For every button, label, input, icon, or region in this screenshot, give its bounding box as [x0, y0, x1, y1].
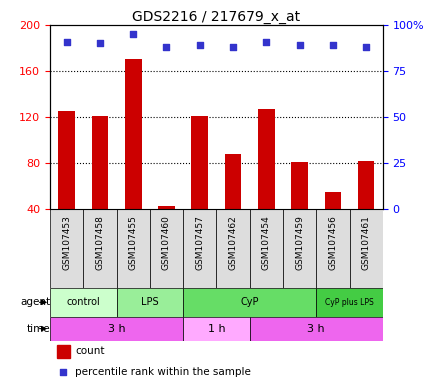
- Bar: [183, 316, 249, 341]
- Bar: [324, 192, 340, 209]
- Text: control: control: [66, 297, 100, 307]
- Text: CyP: CyP: [240, 297, 258, 307]
- Text: 3 h: 3 h: [307, 324, 324, 334]
- Point: [196, 42, 203, 48]
- Point: [262, 38, 269, 45]
- Point: [296, 42, 302, 48]
- Bar: [349, 209, 382, 288]
- Title: GDS2216 / 217679_x_at: GDS2216 / 217679_x_at: [132, 10, 300, 24]
- Text: GSM107457: GSM107457: [195, 215, 204, 270]
- Bar: [357, 161, 374, 209]
- Bar: [92, 116, 108, 209]
- Text: GSM107462: GSM107462: [228, 215, 237, 270]
- Bar: [257, 109, 274, 209]
- Text: GSM107459: GSM107459: [294, 215, 303, 270]
- Text: LPS: LPS: [141, 297, 158, 307]
- Bar: [158, 206, 174, 209]
- Bar: [249, 316, 382, 341]
- Point: [60, 369, 67, 375]
- Bar: [191, 116, 207, 209]
- Bar: [50, 288, 116, 316]
- Bar: [283, 209, 316, 288]
- Text: percentile rank within the sample: percentile rank within the sample: [75, 367, 250, 377]
- Point: [229, 44, 236, 50]
- Text: GSM107461: GSM107461: [361, 215, 370, 270]
- Bar: [216, 209, 249, 288]
- Bar: [50, 209, 83, 288]
- Text: count: count: [75, 346, 104, 356]
- Bar: [83, 209, 116, 288]
- Text: 3 h: 3 h: [108, 324, 125, 334]
- Bar: [149, 209, 183, 288]
- Bar: [116, 288, 183, 316]
- Bar: [56, 345, 70, 358]
- Bar: [116, 209, 149, 288]
- Point: [96, 40, 103, 46]
- Bar: [58, 111, 75, 209]
- Bar: [291, 162, 307, 209]
- Point: [63, 38, 70, 45]
- Text: GSM107458: GSM107458: [95, 215, 104, 270]
- Text: GSM107460: GSM107460: [161, 215, 171, 270]
- Text: GSM107453: GSM107453: [62, 215, 71, 270]
- Bar: [316, 209, 349, 288]
- Text: GSM107455: GSM107455: [128, 215, 138, 270]
- Point: [163, 44, 170, 50]
- Bar: [316, 288, 382, 316]
- Point: [129, 31, 136, 37]
- Text: agent: agent: [20, 297, 50, 307]
- Bar: [224, 154, 241, 209]
- Bar: [183, 209, 216, 288]
- Text: GSM107454: GSM107454: [261, 215, 270, 270]
- Text: time: time: [26, 324, 50, 334]
- Bar: [50, 316, 183, 341]
- Text: CyP plus LPS: CyP plus LPS: [324, 298, 373, 307]
- Point: [362, 44, 369, 50]
- Text: 1 h: 1 h: [207, 324, 225, 334]
- Bar: [249, 209, 283, 288]
- Point: [329, 42, 335, 48]
- Bar: [125, 60, 141, 209]
- Text: GSM107456: GSM107456: [328, 215, 337, 270]
- Bar: [183, 288, 316, 316]
